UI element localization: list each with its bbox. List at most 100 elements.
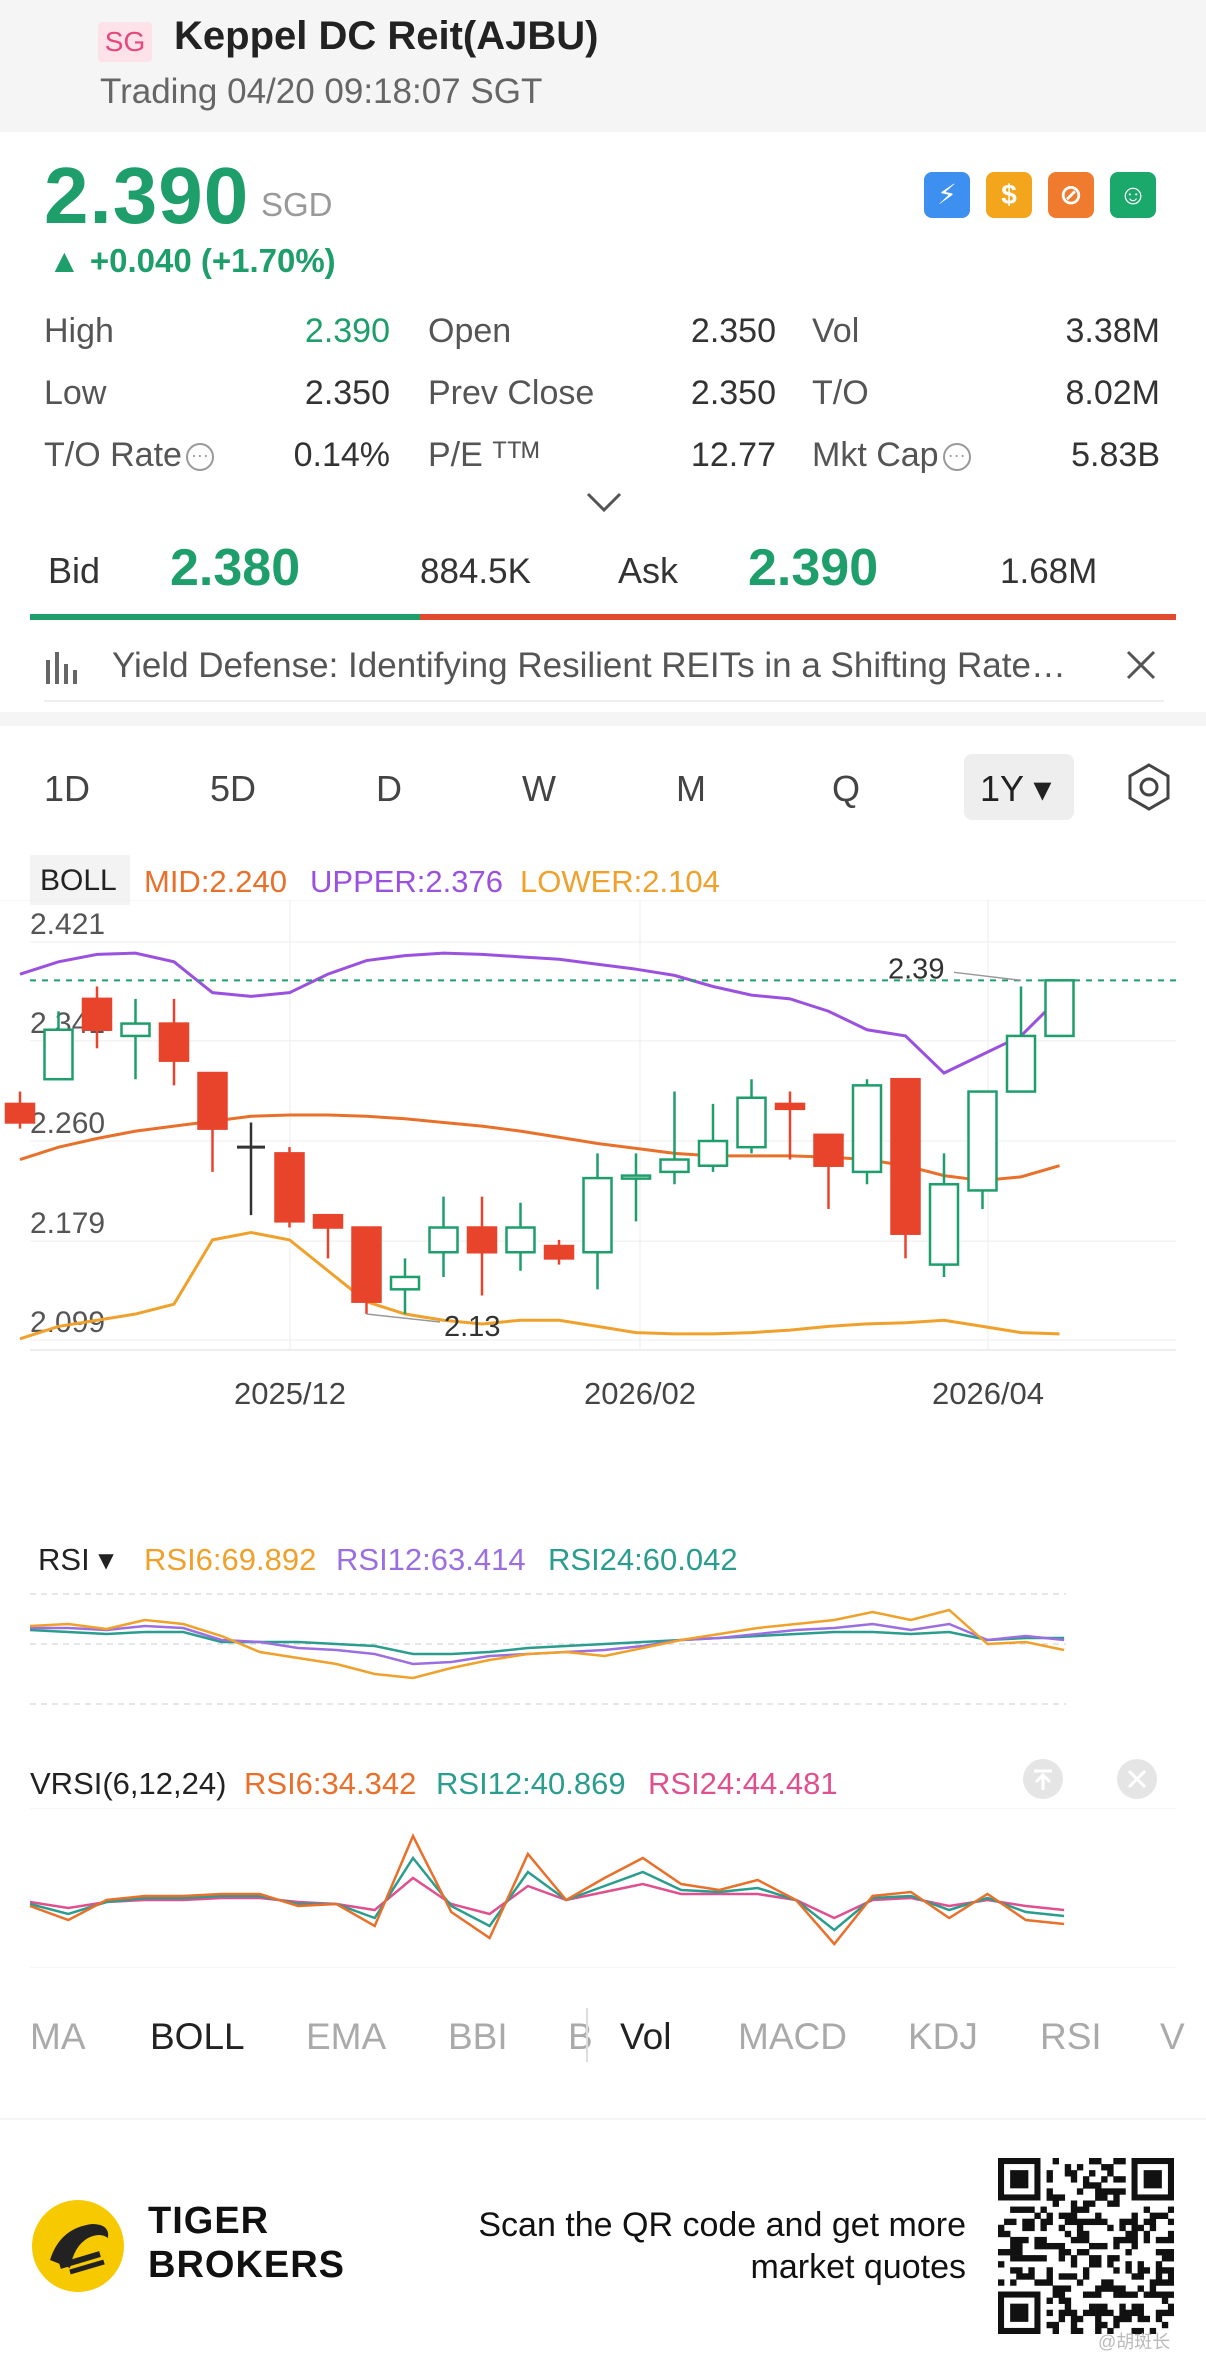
marker-leader — [366, 1313, 441, 1323]
tab-5d[interactable]: 5D — [210, 768, 257, 809]
stat-value: 0.14% — [293, 436, 390, 474]
tab-d[interactable]: D — [376, 768, 402, 809]
tab-q[interactable]: Q — [832, 768, 861, 809]
tiger-brokers-logo — [32, 2200, 124, 2292]
settings-icon[interactable] — [1124, 762, 1174, 812]
indicator-tab-ma[interactable]: MA — [30, 2016, 86, 2057]
chevron-down-icon[interactable] — [584, 490, 624, 514]
close-icon[interactable] — [1124, 648, 1158, 682]
indicator-tab-bbi[interactable]: BBI — [448, 2016, 508, 2057]
qr-module — [1101, 2218, 1108, 2226]
bid-label: Bid — [48, 550, 101, 591]
y-tick-label: 2.421 — [30, 908, 105, 941]
qr-module — [1058, 2291, 1066, 2298]
qr-module — [1028, 2206, 1035, 2213]
qr-module — [1095, 2194, 1102, 2201]
qr-module — [1095, 2218, 1102, 2226]
qr-module — [1095, 2212, 1102, 2219]
no-symbol-icon[interactable]: ⊘ — [1048, 172, 1094, 218]
dollar-icon[interactable]: $ — [986, 172, 1032, 218]
rsi-label[interactable]: RSI ▾ — [38, 1542, 114, 1577]
qr-module — [1161, 2255, 1169, 2262]
qr-module — [1016, 2242, 1023, 2250]
qr-module — [1082, 2309, 1090, 2317]
qr-module — [1064, 2285, 1072, 2292]
qr-module — [1155, 2309, 1163, 2317]
qr-module — [1089, 2255, 1096, 2262]
qr-module — [1167, 2230, 1174, 2238]
stat-label: Vol — [812, 312, 860, 350]
indicator-tab-ema[interactable]: EMA — [306, 2016, 387, 2057]
tab-m[interactable]: M — [676, 768, 706, 809]
qr-module — [1082, 2176, 1090, 2183]
indicator-tab-b[interactable]: B — [568, 2016, 593, 2057]
qr-module — [1161, 2297, 1169, 2304]
qr-module — [1034, 2255, 1041, 2262]
hand-coin-icon[interactable]: ☺ — [1110, 172, 1156, 218]
qr-module — [1052, 2242, 1059, 2250]
ask-price: 2.390 — [748, 539, 879, 597]
qr-module — [1149, 2218, 1157, 2226]
qr-module — [1125, 2261, 1132, 2268]
tab-1y[interactable]: 1Y ▾ — [980, 768, 1052, 809]
lightning-icon[interactable]: ⚡ — [924, 172, 970, 218]
vrsi-chart[interactable] — [0, 1808, 1206, 1968]
tab-1d[interactable]: 1D — [44, 768, 91, 809]
qr-module — [1143, 2218, 1151, 2226]
bar-chart-icon — [46, 652, 77, 684]
qr-module — [1095, 2309, 1102, 2317]
qr-module — [1155, 2273, 1163, 2280]
qr-code — [998, 2158, 1174, 2334]
qr-module — [1089, 2158, 1096, 2165]
high-marker: 2.39 — [888, 953, 944, 985]
qr-module — [1101, 2303, 1108, 2311]
series-line-lower — [19, 1230, 1060, 1341]
qr-module — [998, 2230, 1005, 2238]
vrsi6-line — [29, 1833, 1065, 1946]
qr-module — [1143, 2315, 1151, 2323]
stat-label-mkt-cap: Mkt Cap ··· — [812, 436, 971, 475]
qr-module — [1131, 2303, 1138, 2311]
marker-leader — [953, 971, 1022, 982]
tab-w[interactable]: W — [522, 768, 556, 809]
qr-module — [1064, 2164, 1072, 2171]
indicator-tab-macd[interactable]: MACD — [738, 2016, 847, 2057]
qr-module — [1167, 2273, 1174, 2280]
info-icon[interactable]: ··· — [942, 443, 971, 472]
qr-module — [1143, 2206, 1151, 2213]
ask-label: Ask — [618, 550, 679, 591]
news-headline[interactable]: Yield Defense: Identifying Resilient REI… — [112, 646, 1066, 685]
rsi-chart[interactable] — [0, 1584, 1206, 1714]
qr-module — [1082, 2291, 1090, 2298]
candle-body — [120, 1022, 151, 1038]
qr-module — [1010, 2267, 1017, 2274]
pin-top-icon[interactable] — [1022, 1758, 1064, 1800]
qr-module — [1167, 2206, 1174, 2213]
qr-module — [1101, 2285, 1108, 2292]
news-ticker[interactable]: Yield Defense: Identifying Resilient REI… — [44, 632, 1164, 702]
qr-module — [1155, 2249, 1163, 2256]
qr-module — [1137, 2261, 1144, 2268]
qr-module — [1082, 2249, 1090, 2256]
qr-module — [1137, 2273, 1144, 2280]
indicator-tab-vol[interactable]: Vol — [620, 2016, 672, 2057]
boll-label[interactable]: BOLL — [40, 864, 117, 897]
qr-module — [1046, 2218, 1053, 2226]
qr-module — [1125, 2230, 1132, 2238]
qr-module — [1064, 2297, 1072, 2304]
qr-module — [1070, 2261, 1078, 2268]
indicator-tab-v[interactable]: V — [1160, 2016, 1185, 2057]
qr-module — [1095, 2285, 1102, 2292]
info-icon[interactable]: ··· — [185, 443, 214, 472]
qr-module — [1010, 2242, 1017, 2250]
indicator-tab-rsi[interactable]: RSI — [1040, 2016, 1102, 2057]
qr-module — [1058, 2194, 1066, 2201]
close-indicator-icon[interactable] — [1116, 1758, 1158, 1800]
indicator-tab-boll[interactable]: BOLL — [150, 2016, 245, 2057]
qr-module — [1113, 2236, 1120, 2244]
qr-module — [1095, 2242, 1102, 2250]
qr-module — [1040, 2206, 1047, 2213]
indicator-tab-kdj[interactable]: KDJ — [908, 2016, 978, 2057]
series-line-upper — [19, 951, 1061, 1075]
